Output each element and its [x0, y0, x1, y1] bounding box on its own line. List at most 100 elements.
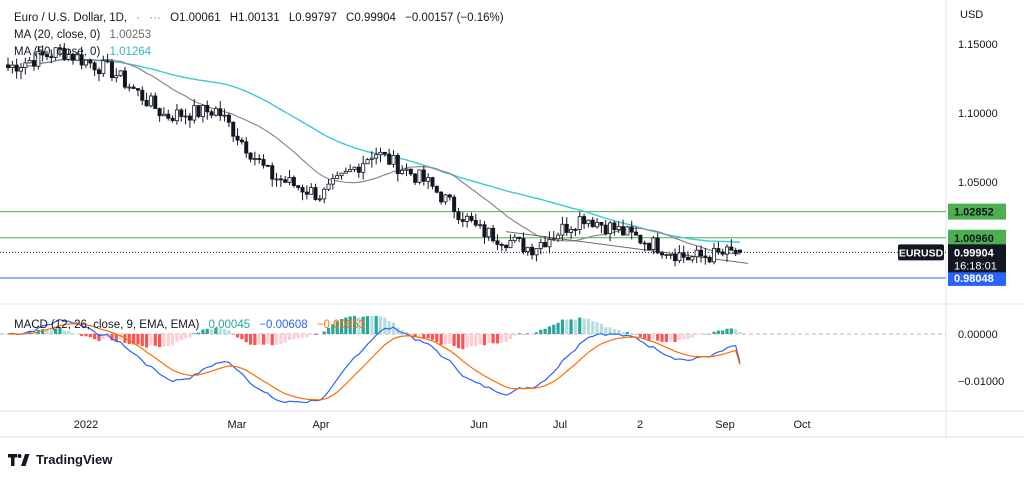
candle-down-body — [582, 216, 587, 225]
macd-histogram-bar — [573, 319, 578, 334]
candle-up-body — [10, 64, 15, 69]
macd-histogram-bar — [448, 334, 452, 344]
macd-histogram-bar — [110, 334, 114, 341]
candle-down-body — [231, 121, 236, 137]
more-dots[interactable]: · — [136, 12, 141, 24]
candle — [694, 246, 699, 264]
macd-histogram-bar — [378, 316, 383, 334]
macd-histogram-bar — [309, 334, 313, 335]
candle-up-body — [287, 177, 292, 183]
macd-histogram-bar — [166, 334, 170, 347]
candle-down-body — [634, 231, 639, 236]
candle — [361, 155, 366, 180]
macd-histogram-bar — [6, 334, 10, 335]
candle — [668, 254, 673, 260]
settings-dots[interactable]: ··· — [149, 12, 161, 24]
signal-line — [7, 323, 741, 401]
candle-down-body — [6, 64, 11, 69]
candle — [560, 216, 565, 241]
macd-histogram-bar — [409, 334, 413, 335]
macd-legend[interactable]: MACD (12, 26, close, 9, EMA, EMA) 0.0004… — [14, 318, 371, 332]
candle — [577, 211, 582, 235]
ma20-legend[interactable]: MA (20, close, 0) 1.00253 — [14, 28, 157, 42]
candle-down-body — [573, 228, 578, 231]
candle-down-body — [291, 177, 296, 186]
candle — [70, 52, 75, 65]
candle — [387, 148, 392, 165]
tradingview-logo[interactable]: TradingView — [8, 452, 112, 467]
macd-histogram-bar — [721, 330, 725, 334]
macd-histogram-bar — [738, 331, 742, 334]
candle-down-body — [660, 252, 665, 256]
candle-up-body — [694, 249, 699, 258]
candle-up-body — [365, 159, 370, 165]
candle — [213, 106, 218, 117]
macd-histogram-bar — [205, 328, 209, 334]
candle-down-body — [313, 187, 318, 200]
candle-up-body — [161, 113, 166, 117]
macd-histogram-bar — [617, 329, 621, 334]
candle — [296, 185, 301, 191]
macd-histogram-bar — [504, 334, 508, 342]
candle-down-body — [209, 111, 214, 116]
candle-up-body — [361, 163, 366, 173]
candle-up-body — [114, 75, 119, 79]
macd-histogram-bar — [365, 316, 370, 334]
macd-histogram-bar — [582, 318, 586, 334]
macd-histogram-bar — [439, 334, 443, 345]
candle-up-body — [569, 228, 574, 233]
candle — [18, 63, 23, 80]
candle — [430, 176, 435, 190]
candle-up-body — [352, 166, 357, 170]
macd-histogram-bar — [430, 334, 435, 340]
candle — [677, 245, 682, 264]
macd-histogram-bar — [725, 328, 729, 334]
macd-histogram-bar — [140, 334, 144, 346]
time-tick-label: 2022 — [74, 419, 98, 431]
macd-line-value: −0.00608 — [259, 319, 308, 331]
macd-histogram-bar — [660, 334, 664, 342]
candle — [534, 248, 539, 262]
candle-up-body — [252, 158, 257, 160]
macd-histogram-bar — [426, 334, 430, 339]
candle — [608, 220, 613, 242]
candle — [200, 104, 205, 123]
candle — [504, 244, 509, 252]
macd-histogram-bar — [157, 334, 162, 348]
candle — [179, 108, 184, 122]
candle-up-body — [560, 223, 565, 236]
candle — [738, 249, 743, 254]
candle — [196, 104, 201, 119]
candle-up-body — [690, 256, 695, 261]
macd-histogram-bar — [469, 334, 474, 347]
candle — [231, 121, 236, 143]
candle — [647, 242, 652, 250]
macd-histogram-bar — [80, 334, 84, 336]
macd-histogram-bar — [71, 333, 75, 334]
candle-up-body — [417, 169, 422, 183]
macd-hist-value: 0.00045 — [208, 319, 251, 331]
candle — [40, 45, 45, 62]
macd-histogram-bar — [651, 334, 655, 339]
macd-histogram-bar — [136, 334, 140, 345]
candle-down-body — [88, 59, 93, 64]
candle — [426, 173, 431, 190]
candle-down-body — [92, 62, 97, 71]
candle — [23, 57, 28, 75]
candle-down-body — [62, 47, 67, 60]
macd-histogram-bar — [625, 332, 629, 334]
candle — [521, 232, 526, 255]
symbol-title[interactable]: Euro / U.S. Dollar, 1D, — [14, 12, 128, 24]
candle-up-body — [27, 60, 32, 64]
candle-down-body — [196, 105, 201, 117]
macd-histogram-bar — [638, 334, 642, 338]
ma50-label: MA (50, close, 0) — [14, 46, 101, 58]
macd-histogram-bar — [495, 334, 500, 344]
macd-histogram-bar — [452, 334, 456, 347]
macd-histogram-bar — [97, 334, 101, 342]
candle-up-body — [538, 242, 543, 249]
candle — [92, 61, 97, 76]
chart-legend-main: Euro / U.S. Dollar, 1D, · ··· O1.00061 H… — [14, 11, 510, 25]
ma50-legend[interactable]: MA (50, close, 0) 1.01264 — [14, 45, 157, 59]
